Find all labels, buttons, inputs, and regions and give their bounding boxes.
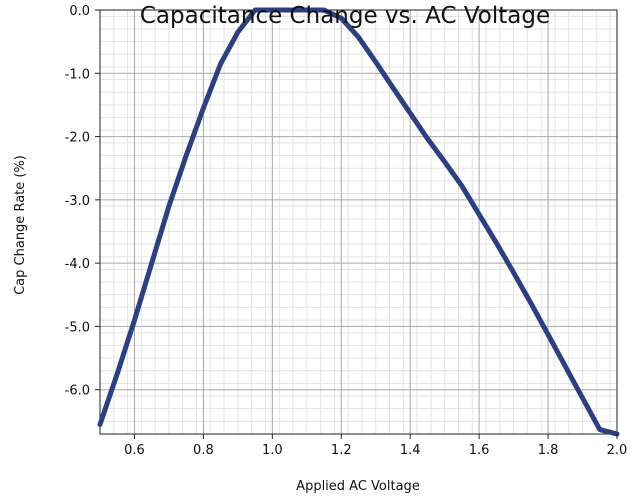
chart-title: Capacitance Change vs. AC Voltage — [140, 3, 550, 29]
series-line — [97, 7, 620, 437]
y-tick-label: -2.0 — [65, 131, 90, 146]
x-ticks: 0.6 0.8 1.0 1.2 1.4 1.6 1.8 2.0 — [124, 434, 627, 458]
x-tick-label: 1.4 — [400, 443, 421, 458]
y-tick-label: -5.0 — [65, 320, 90, 335]
x-tick-label: 0.8 — [193, 443, 214, 458]
series-group — [97, 7, 620, 437]
y-tick-label: -6.0 — [65, 384, 90, 399]
x-tick-label: 1.0 — [262, 443, 283, 458]
major-grid — [100, 9, 618, 434]
x-axis-label: Applied AC Voltage — [296, 479, 420, 494]
x-tick-label: 2.0 — [607, 443, 628, 458]
y-tick-label: -3.0 — [65, 194, 90, 209]
x-tick-label: 1.2 — [331, 443, 352, 458]
y-ticks: 0.0 -1.0 -2.0 -3.0 -4.0 -5.0 -6.0 — [65, 4, 100, 399]
x-tick-label: 1.8 — [538, 443, 559, 458]
y-tick-label: -4.0 — [65, 257, 90, 272]
y-tick-label: 0.0 — [69, 4, 90, 19]
x-tick-label: 0.6 — [124, 443, 145, 458]
y-axis-label: Cap Change Rate (%) — [13, 155, 28, 295]
x-tick-label: 1.6 — [469, 443, 490, 458]
y-tick-label: -1.0 — [65, 67, 90, 82]
plot-frame — [99, 9, 618, 435]
